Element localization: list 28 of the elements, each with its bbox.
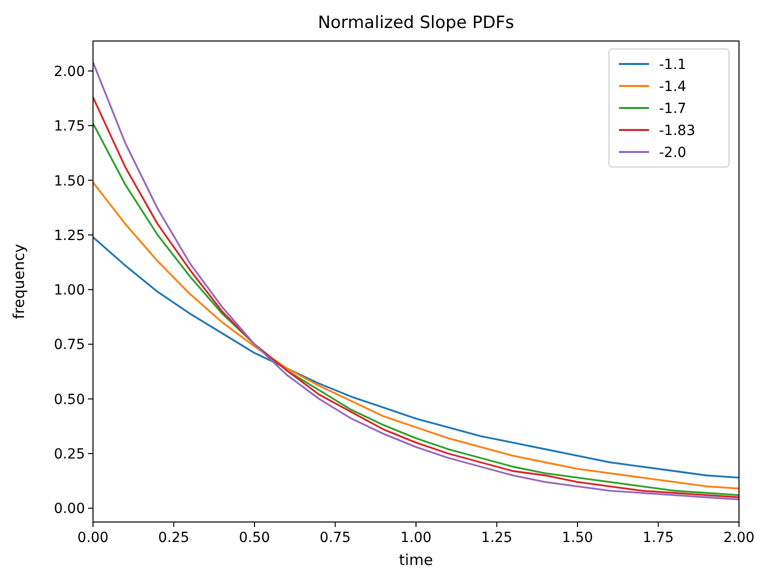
x-tick-label: 0.25 — [158, 530, 190, 546]
legend-label: -2.0 — [659, 145, 686, 161]
x-tick-label: 1.25 — [481, 530, 512, 546]
x-tick-label: 0.00 — [77, 530, 109, 546]
y-tick-label: 1.50 — [54, 173, 85, 190]
x-tick-label: 2.00 — [723, 530, 755, 546]
chart-title: Normalized Slope PDFs — [318, 13, 514, 33]
y-tick-label: 2.00 — [54, 64, 85, 80]
y-tick-label: 0.75 — [54, 337, 85, 354]
legend-label: -1.4 — [659, 79, 686, 95]
y-tick-label: 0.25 — [54, 446, 85, 463]
x-tick-label: 1.75 — [642, 530, 674, 546]
legend-label: -1.7 — [659, 101, 686, 117]
y-tick-label: 1.75 — [54, 118, 85, 135]
y-tick-label: 0.50 — [54, 392, 85, 408]
x-tick-label: 1.00 — [400, 530, 432, 546]
y-axis-title: frequency — [10, 244, 28, 320]
x-axis-title: time — [399, 551, 433, 569]
y-tick-label: 1.00 — [54, 282, 85, 299]
x-tick-label: 1.50 — [562, 530, 594, 546]
line-series — [93, 236, 739, 479]
x-tick-label: 0.75 — [320, 530, 351, 546]
x-tick-label: 0.50 — [238, 530, 270, 546]
legend-label: -1.1 — [659, 57, 686, 73]
line-series — [93, 182, 739, 490]
y-tick-label: 1.25 — [54, 228, 85, 244]
legend-label: -1.83 — [659, 123, 696, 139]
y-tick-label: 0.00 — [54, 501, 85, 518]
